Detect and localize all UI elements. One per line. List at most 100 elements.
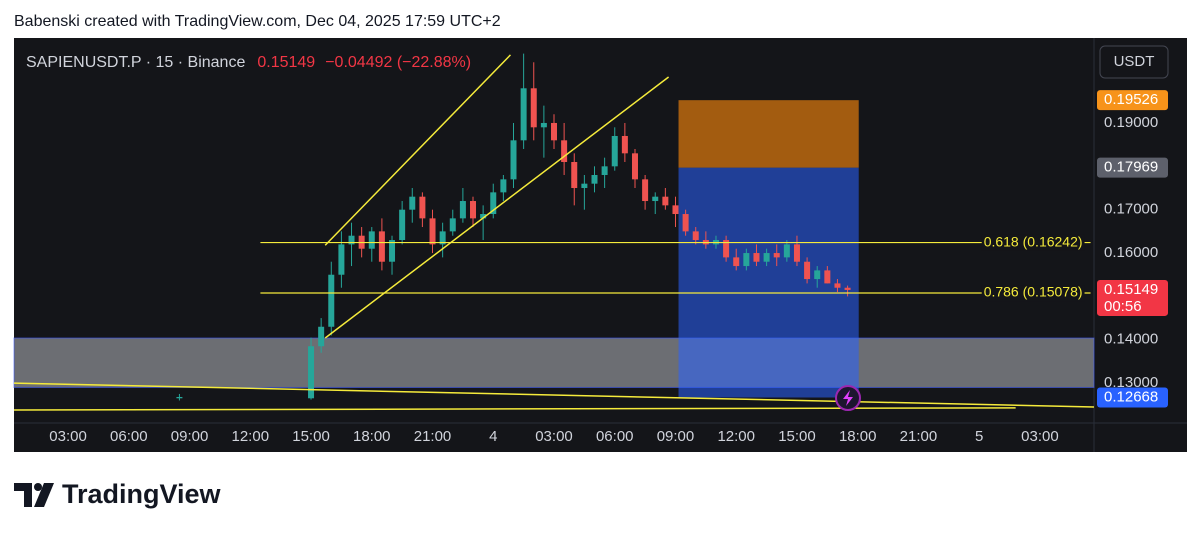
candle-body [581,183,588,189]
candle-body [318,326,325,347]
price-tag-countdown: 00:56 [1104,298,1142,315]
candle-body [338,244,345,275]
x-tick-label: 03:00 [535,428,573,445]
x-tick-label: 18:00 [353,428,391,445]
candle-body [368,231,375,249]
candle-body [551,122,557,141]
price-tag [1097,157,1168,178]
stop-zone [678,100,859,168]
x-tick-label: 4 [489,428,497,445]
candle-body [824,270,831,284]
candle-body [399,209,406,241]
candle-body [510,140,517,180]
candle-body [773,253,780,258]
price-tag-label: 0.19526 [1104,91,1158,108]
candle-body [621,135,628,154]
price-tag [1097,279,1168,316]
y-tick-label: 0.14000 [1104,331,1158,348]
candle-body [439,231,446,245]
candle-body [591,175,598,184]
x-tick-label: 21:00 [414,428,452,445]
candle-body [490,192,497,215]
candle-body [540,122,547,128]
plot-area: 0.618 (0.16242) 0.786 (0.15078) [13,53,1095,411]
x-tick-label: 12:00 [717,428,755,445]
candle-body [804,261,811,280]
x-tick-label: 12:00 [232,428,270,445]
candle-body [783,244,790,258]
candle-body [723,240,730,258]
y-tick-label: 0.17000 [1104,201,1158,218]
price-tag-label: 0.12668 [1104,388,1158,405]
x-tick-label: 5 [975,428,983,445]
currency: USDT [1114,53,1155,70]
candle-body [662,196,669,206]
candle-body [652,196,659,202]
candle-body [763,253,770,262]
candle-body [692,231,699,241]
candle-body [672,205,679,215]
price-tag [1097,90,1168,111]
candle-body [682,214,689,232]
candle-body [348,235,355,245]
x-tick-label: 06:00 [110,428,148,445]
price-tag-label: 0.15149 [1104,281,1158,298]
candle-body [459,201,466,219]
x-tick-label: 09:00 [657,428,695,445]
candle-body [308,346,315,399]
candle-body [814,270,821,280]
candle-body [631,153,638,180]
fib-label-bg [981,234,1085,251]
candle-body [520,88,527,141]
trend-line [13,382,1095,408]
candle-body [530,88,537,128]
candle-body [611,135,618,167]
candle-body [733,257,740,267]
candle-body [389,240,396,262]
x-tick-label: 15:00 [292,428,330,445]
candle-body [409,196,416,210]
candle-body [176,396,183,399]
x-tick-label: 03:00 [49,428,87,445]
currency-box[interactable] [1099,45,1169,79]
candle-body [793,244,800,262]
trend-line [324,76,670,339]
candle-body [419,196,426,219]
last-price: 0.15149 [257,54,315,71]
x-tick-label: 18:00 [839,428,877,445]
fib-label: 0.618 (0.16242) [984,233,1083,249]
price-tag [1097,387,1168,408]
x-tick-label: 09:00 [171,428,209,445]
price-tag-label: 0.17969 [1104,159,1158,176]
logo: TradingView [14,479,222,509]
candle-body [834,283,841,288]
candle-body [378,231,385,262]
x-tick-label: 06:00 [596,428,634,445]
candle-body [449,218,456,232]
candle-body [561,140,568,162]
candle-body [328,274,335,327]
y-tick-label: 0.16000 [1104,244,1158,261]
candle-body [642,179,649,202]
alert-icon[interactable] [835,385,861,411]
symbol: SAPIENUSDT.P · 15 · Binance [26,54,245,71]
logo-text: TradingView [62,479,222,509]
x-tick-label: 15:00 [778,428,816,445]
y-tick-label: 0.19000 [1104,114,1158,131]
fib-label: 0.786 (0.15078) [984,284,1083,300]
x-tick-label: 03:00 [1021,428,1059,445]
candle-body [500,179,507,193]
target-zone [678,167,859,398]
candle-body [601,166,608,176]
trend-line [324,54,512,246]
attribution: Babenski created with TradingView.com, D… [14,13,501,30]
candle-body [429,218,436,245]
price-change: −0.04492 (−22.88%) [325,54,471,71]
candle-body [753,253,760,262]
support-zone [13,337,1095,388]
candle-body [480,214,487,219]
header: SAPIENUSDT.P · 15 · Binance 0.15149 −0.0… [26,54,471,71]
candle-body [844,287,851,290]
